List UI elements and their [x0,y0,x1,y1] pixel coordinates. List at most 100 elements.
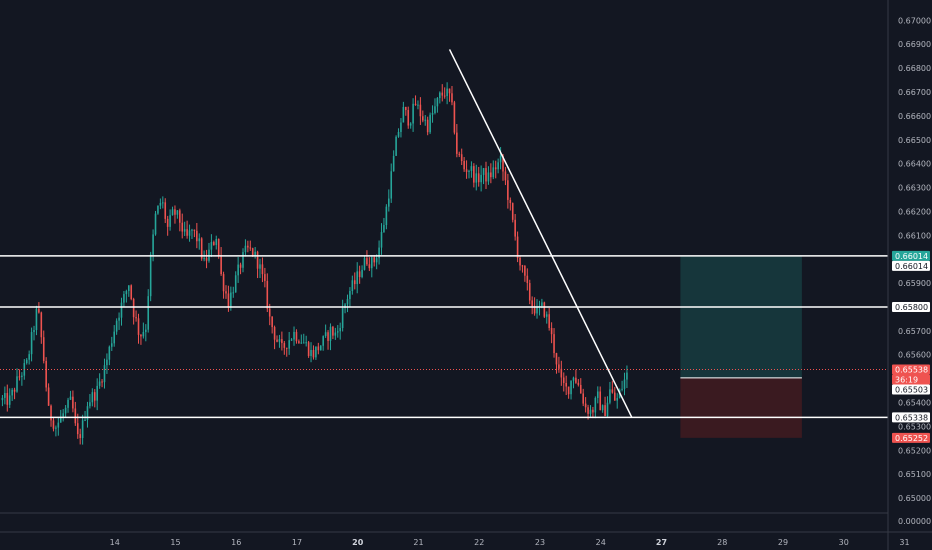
time-tick-label: 27 [656,538,667,547]
candle-body [145,329,147,332]
candle-body [441,92,444,96]
price-tick-label: 0.66300 [898,184,931,193]
candle-body [470,166,473,171]
candle-body [152,234,154,255]
candle-body [166,218,169,227]
candle-body [414,103,417,106]
target-zone[interactable] [680,255,802,378]
candle-body [528,283,531,301]
candle-body [50,405,52,421]
candle-body [492,167,495,178]
candle-body [494,167,497,170]
price-tick-label: 0.65300 [898,422,931,431]
candle-body [623,379,626,389]
candle-body [179,210,181,223]
candle-body [215,238,218,245]
candle-body [239,264,242,268]
candle-body [67,399,69,408]
candle-body [103,365,106,383]
candle-body [431,113,434,115]
candle-body [560,368,563,378]
candle-body [482,168,485,175]
candle-body [385,206,388,226]
candle-body [596,391,599,398]
candle-body [329,326,332,341]
indicator-tick-label: 0.00000 [898,517,931,526]
candle-body [162,202,164,204]
candle-body [392,155,395,172]
candle-body [28,354,30,360]
candle-body [361,269,363,277]
candle-body [249,247,252,249]
candle-body [370,257,373,269]
time-tick-label: 20 [352,538,364,547]
price-badge [892,364,930,375]
candle-body [383,225,385,232]
candle-body [59,416,62,423]
candle-body [480,174,482,183]
candle-body [40,312,43,338]
candle-body [324,332,327,337]
candle-body [346,299,349,305]
candle-body [336,331,339,333]
candle-body [118,317,120,321]
candle-body [565,382,567,387]
candle-body [524,266,526,276]
price-tick-label: 0.66600 [898,112,931,121]
candle-body [468,170,470,172]
candle-body [584,403,587,408]
time-tick-label: 15 [170,538,180,547]
candle-body [422,116,424,121]
candle-body [186,229,188,236]
candle-body [210,242,213,250]
candle-body [526,275,529,284]
candle-body [230,292,232,308]
price-tick-label: 0.65700 [898,327,931,336]
price-badge-label: 36:19 [895,376,918,385]
candle-body [1,397,4,401]
stop-zone[interactable] [680,377,802,438]
time-tick-label: 28 [717,538,727,547]
candle-body [142,331,145,337]
price-badge-label: 0.65338 [895,413,928,422]
price-badge [892,384,930,395]
candle-body [8,395,11,405]
candle-body [626,372,628,380]
price-tick-label: 0.65400 [898,399,931,408]
price-badge-label: 0.65503 [895,386,928,395]
candle-body [193,229,196,231]
price-badge [892,260,930,271]
price-tick-label: 0.65900 [898,279,931,288]
candle-body [436,98,439,107]
time-tick-label: 16 [231,538,241,547]
candles-layer [0,82,888,445]
candle-body [439,92,441,99]
candle-body [35,308,38,331]
candle-body [611,389,614,393]
trendline[interactable] [448,49,633,418]
price-badge-label: 0.66014 [895,262,928,271]
price-tick-label: 0.66500 [898,136,931,145]
candle-body [514,219,516,237]
candle-body [390,171,393,199]
candle-body [64,407,67,414]
candle-body [62,413,64,417]
candle-body [247,245,249,248]
candle-body [548,314,550,328]
candle-body [76,423,79,435]
candle-body [504,171,507,181]
time-tick-label: 17 [292,538,302,547]
candle-body [174,209,176,215]
candle-body [543,302,546,317]
candle-body [380,231,383,248]
candle-body [55,427,57,429]
candle-body [11,389,13,396]
candle-body [521,265,524,267]
candle-body [448,88,451,94]
candle-body [227,293,230,308]
price-tick-label: 0.66100 [898,231,931,240]
price-badge [892,412,930,423]
candle-body [205,258,208,261]
